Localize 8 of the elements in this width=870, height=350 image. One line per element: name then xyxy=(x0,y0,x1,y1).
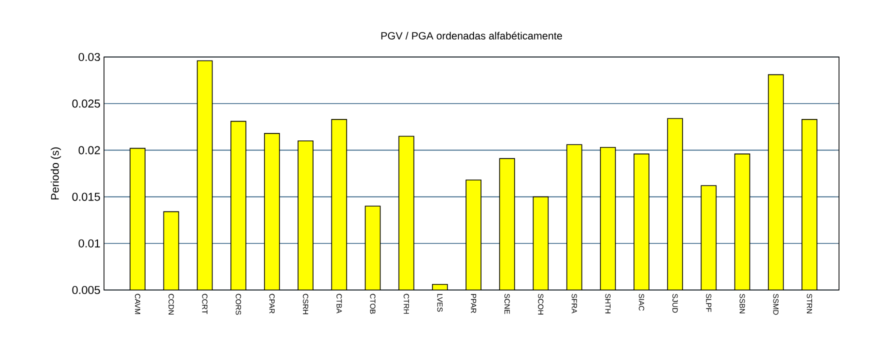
y-tick-label: 0.03 xyxy=(78,52,100,62)
y-tick-label: 0.005 xyxy=(72,286,100,294)
y-tick-label: 0.01 xyxy=(78,239,100,248)
y-tick-label: 0.025 xyxy=(72,100,100,108)
y-axis-title: Periodo (s) xyxy=(50,147,61,200)
y-tick-label: 0.015 xyxy=(72,192,100,201)
chart-title: PGV / PGA ordenadas alfabéticamente xyxy=(381,32,562,40)
y-tick-label: 0.02 xyxy=(78,146,100,154)
